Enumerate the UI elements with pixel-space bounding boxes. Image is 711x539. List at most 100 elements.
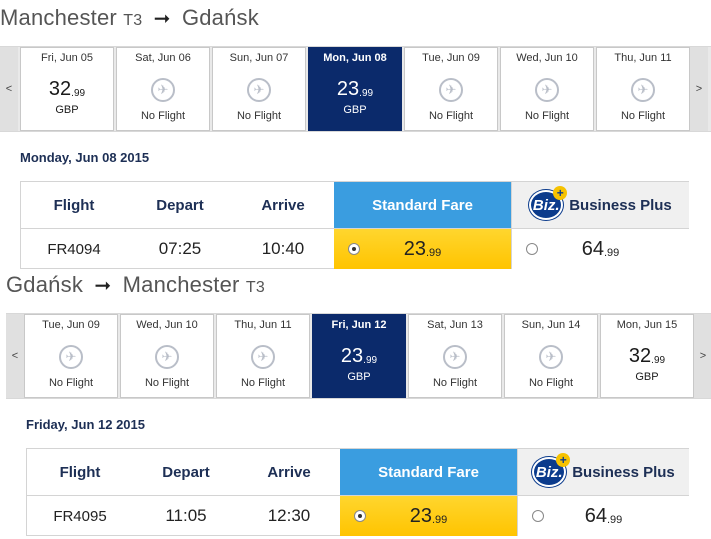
outbound-fare-table: Flight Depart Arrive Standard Fare Biz. +… [20,181,689,269]
destination-city: Gdańsk [181,5,259,30]
date-label: Fri, Jun 05 [41,52,93,64]
date-label: Mon, Jun 15 [616,319,678,331]
col-flight-header: Flight [53,196,95,214]
no-flight-label: No Flight [236,110,282,122]
no-flight-icon: ✈ [247,78,271,102]
origin-city: Gdańsk [6,272,84,297]
no-flight-icon: ✈ [251,345,275,369]
date-label: Fri, Jun 12 [331,319,387,331]
col-flight-header: Flight [59,463,101,481]
col-arrive-header: Arrive [261,196,305,214]
no-flight-label: No Flight [620,110,666,122]
arrow-right-icon: ➞ [153,8,171,30]
date-tile[interactable]: Thu, Jun 11 ✈ No Flight [216,314,310,398]
outbound-selected-date: Monday, Jun 08 2015 [20,150,150,165]
currency-label: GBP [55,104,79,116]
date-label: Thu, Jun 11 [614,52,672,64]
no-flight-label: No Flight [140,110,186,122]
prev-dates-button[interactable]: < [6,314,24,398]
inbound-route-title: Gdańsk ➞ Manchester T3 [6,272,265,298]
no-flight-icon: ✈ [59,345,83,369]
date-tile[interactable]: Tue, Jun 09 ✈ No Flight [24,314,118,398]
no-flight-label: No Flight [144,377,190,389]
date-label: Tue, Jun 09 [42,319,100,331]
currency-label: GBP [347,371,371,383]
arrow-right-icon: ➞ [94,275,112,297]
currency-label: GBP [635,371,659,383]
date-label: Tue, Jun 09 [422,52,480,64]
date-tile[interactable]: Sat, Jun 06 ✈ No Flight [116,47,210,131]
destination-terminal: T3 [245,279,265,296]
business-plus-label: Business Plus [569,196,672,214]
origin-city: Manchester [0,5,117,30]
business-plus-option[interactable]: 64.99 [511,229,689,269]
date-tile[interactable]: Wed, Jun 10 ✈ No Flight [120,314,214,398]
date-label: Thu, Jun 11 [234,319,292,331]
date-tile[interactable]: Thu, Jun 11 ✈ No Flight [596,47,690,131]
date-label: Sun, Jun 14 [521,319,581,331]
col-depart-header: Depart [162,463,210,481]
business-plus-option[interactable]: 64.99 [517,496,689,536]
day-price: 23.99 [336,78,374,100]
standard-fare-header: Standard Fare [334,182,511,228]
outbound-route-title: Manchester T3 ➞ Gdańsk [0,5,259,31]
business-plus-header: Biz. + Business Plus [511,182,689,228]
flight-number: FR4094 [47,240,101,258]
currency-label: GBP [343,104,367,116]
day-price: 32.99 [628,345,666,367]
business-plus-price: 64.99 [581,237,620,260]
date-tile[interactable]: Mon, Jun 08 23.99 GBP [308,47,402,131]
standard-fare-price: 23.99 [409,504,448,527]
destination-city: Manchester [122,272,240,297]
business-plus-price: 64.99 [584,504,623,527]
no-flight-icon: ✈ [443,345,467,369]
business-plus-radio[interactable] [526,243,538,255]
no-flight-icon: ✈ [535,78,559,102]
date-tile[interactable]: Sun, Jun 07 ✈ No Flight [212,47,306,131]
date-label: Wed, Jun 10 [136,319,198,331]
inbound-fare-table: Flight Depart Arrive Standard Fare Biz. +… [26,448,689,536]
business-plus-label: Business Plus [572,463,675,481]
prev-dates-button[interactable]: < [0,47,18,131]
standard-fare-header: Standard Fare [340,449,517,495]
date-tile[interactable]: Wed, Jun 10 ✈ No Flight [500,47,594,131]
col-depart-header: Depart [156,196,204,214]
no-flight-icon: ✈ [151,78,175,102]
date-tile[interactable]: Tue, Jun 09 ✈ No Flight [404,47,498,131]
no-flight-icon: ✈ [539,345,563,369]
date-tile[interactable]: Sun, Jun 14 ✈ No Flight [504,314,598,398]
date-tile[interactable]: Fri, Jun 05 32.99 GBP [20,47,114,131]
standard-fare-option[interactable]: 23.99 [334,229,511,269]
arrive-time: 10:40 [261,239,305,258]
no-flight-label: No Flight [48,377,94,389]
no-flight-icon: ✈ [155,345,179,369]
standard-fare-radio[interactable] [354,510,366,522]
standard-fare-option[interactable]: 23.99 [340,496,517,536]
outbound-date-bar: < Fri, Jun 05 32.99 GBP Sat, Jun 06 ✈ No Flig… [0,46,711,132]
depart-time: 11:05 [165,506,207,525]
no-flight-label: No Flight [432,377,478,389]
date-label: Sun, Jun 07 [229,52,289,64]
no-flight-icon: ✈ [631,78,655,102]
next-dates-button[interactable]: > [690,47,708,131]
date-tile[interactable]: Fri, Jun 12 23.99 GBP [312,314,406,398]
next-dates-button[interactable]: > [694,314,711,398]
date-label: Sat, Jun 06 [135,52,191,64]
date-tile[interactable]: Mon, Jun 15 32.99 GBP [600,314,694,398]
depart-time: 07:25 [158,239,202,258]
no-flight-label: No Flight [528,377,574,389]
standard-fare-radio[interactable] [348,243,360,255]
biz-logo-icon: Biz. + [532,453,571,487]
day-price: 32.99 [48,78,86,100]
no-flight-icon: ✈ [439,78,463,102]
no-flight-label: No Flight [524,110,570,122]
arrive-time: 12:30 [267,506,311,525]
flight-number: FR4095 [53,507,107,525]
inbound-date-bar: < Tue, Jun 09 ✈ No Flight Wed, Jun 10 ✈ No Fl… [6,313,711,399]
business-plus-header: Biz. + Business Plus [517,449,689,495]
standard-fare-price: 23.99 [403,237,442,260]
business-plus-radio[interactable] [532,510,544,522]
no-flight-label: No Flight [428,110,474,122]
date-tile[interactable]: Sat, Jun 13 ✈ No Flight [408,314,502,398]
date-label: Wed, Jun 10 [516,52,578,64]
